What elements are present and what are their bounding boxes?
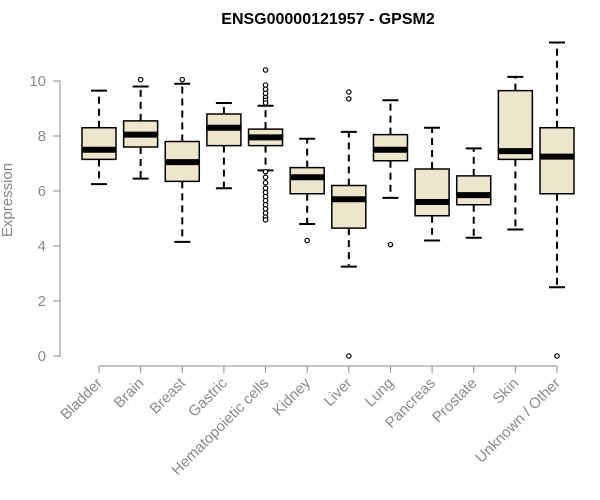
x-category-label: Liver	[321, 375, 356, 410]
box-iqr	[414, 168, 450, 217]
x-category-label: Lung	[362, 375, 398, 411]
box-8	[372, 99, 409, 248]
box-iqr	[455, 175, 492, 206]
y-axis-ticks: 0 2 4 6 8 10	[29, 73, 60, 365]
box-11	[497, 75, 534, 231]
x-category-label: Brain	[111, 375, 148, 412]
y-tick-label: 8	[38, 128, 46, 145]
outlier-point	[262, 100, 269, 106]
outlier-point	[137, 76, 144, 83]
y-tick-label: 6	[38, 183, 46, 200]
x-category-label: Kidney	[270, 374, 315, 419]
box-12	[539, 41, 575, 359]
box-iqr	[81, 127, 117, 161]
outlier-point	[262, 217, 269, 223]
box-iqr	[331, 184, 367, 229]
box-iqr	[289, 166, 325, 195]
y-tick-label: 10	[29, 73, 46, 90]
box-9	[414, 126, 450, 242]
chart-title: ENSG00000121957 - GPSM2	[221, 11, 435, 28]
box-5	[247, 67, 284, 223]
box-1	[81, 89, 117, 186]
outlier-point	[179, 76, 186, 83]
y-tick-label: 2	[38, 293, 46, 310]
outlier-point	[346, 353, 352, 359]
box-2	[122, 76, 159, 180]
outlier-point	[262, 179, 269, 186]
box-iqr	[539, 127, 575, 195]
y-tick-label: 4	[38, 238, 46, 255]
x-category-label: Prostate	[429, 375, 481, 427]
outlier-point	[387, 241, 394, 248]
x-category-label: Breast	[146, 374, 189, 417]
x-category-label: Skin	[490, 375, 523, 408]
box-7	[331, 89, 367, 359]
outlier-point	[346, 89, 352, 95]
boxes-group	[81, 41, 575, 359]
outlier-point	[304, 237, 310, 244]
y-axis-label: Expression	[0, 163, 16, 237]
outlier-point	[262, 168, 269, 175]
box-10	[455, 147, 492, 239]
x-category-label: Bladder	[57, 375, 106, 424]
box-4	[206, 102, 242, 190]
outlier-point	[262, 67, 269, 73]
box-iqr	[497, 89, 534, 161]
y-tick-label: 0	[38, 348, 46, 365]
box-6	[289, 137, 325, 244]
outlier-point	[262, 174, 269, 181]
box-3	[164, 76, 201, 243]
outlier-point	[346, 96, 352, 102]
outlier-point	[554, 353, 560, 359]
